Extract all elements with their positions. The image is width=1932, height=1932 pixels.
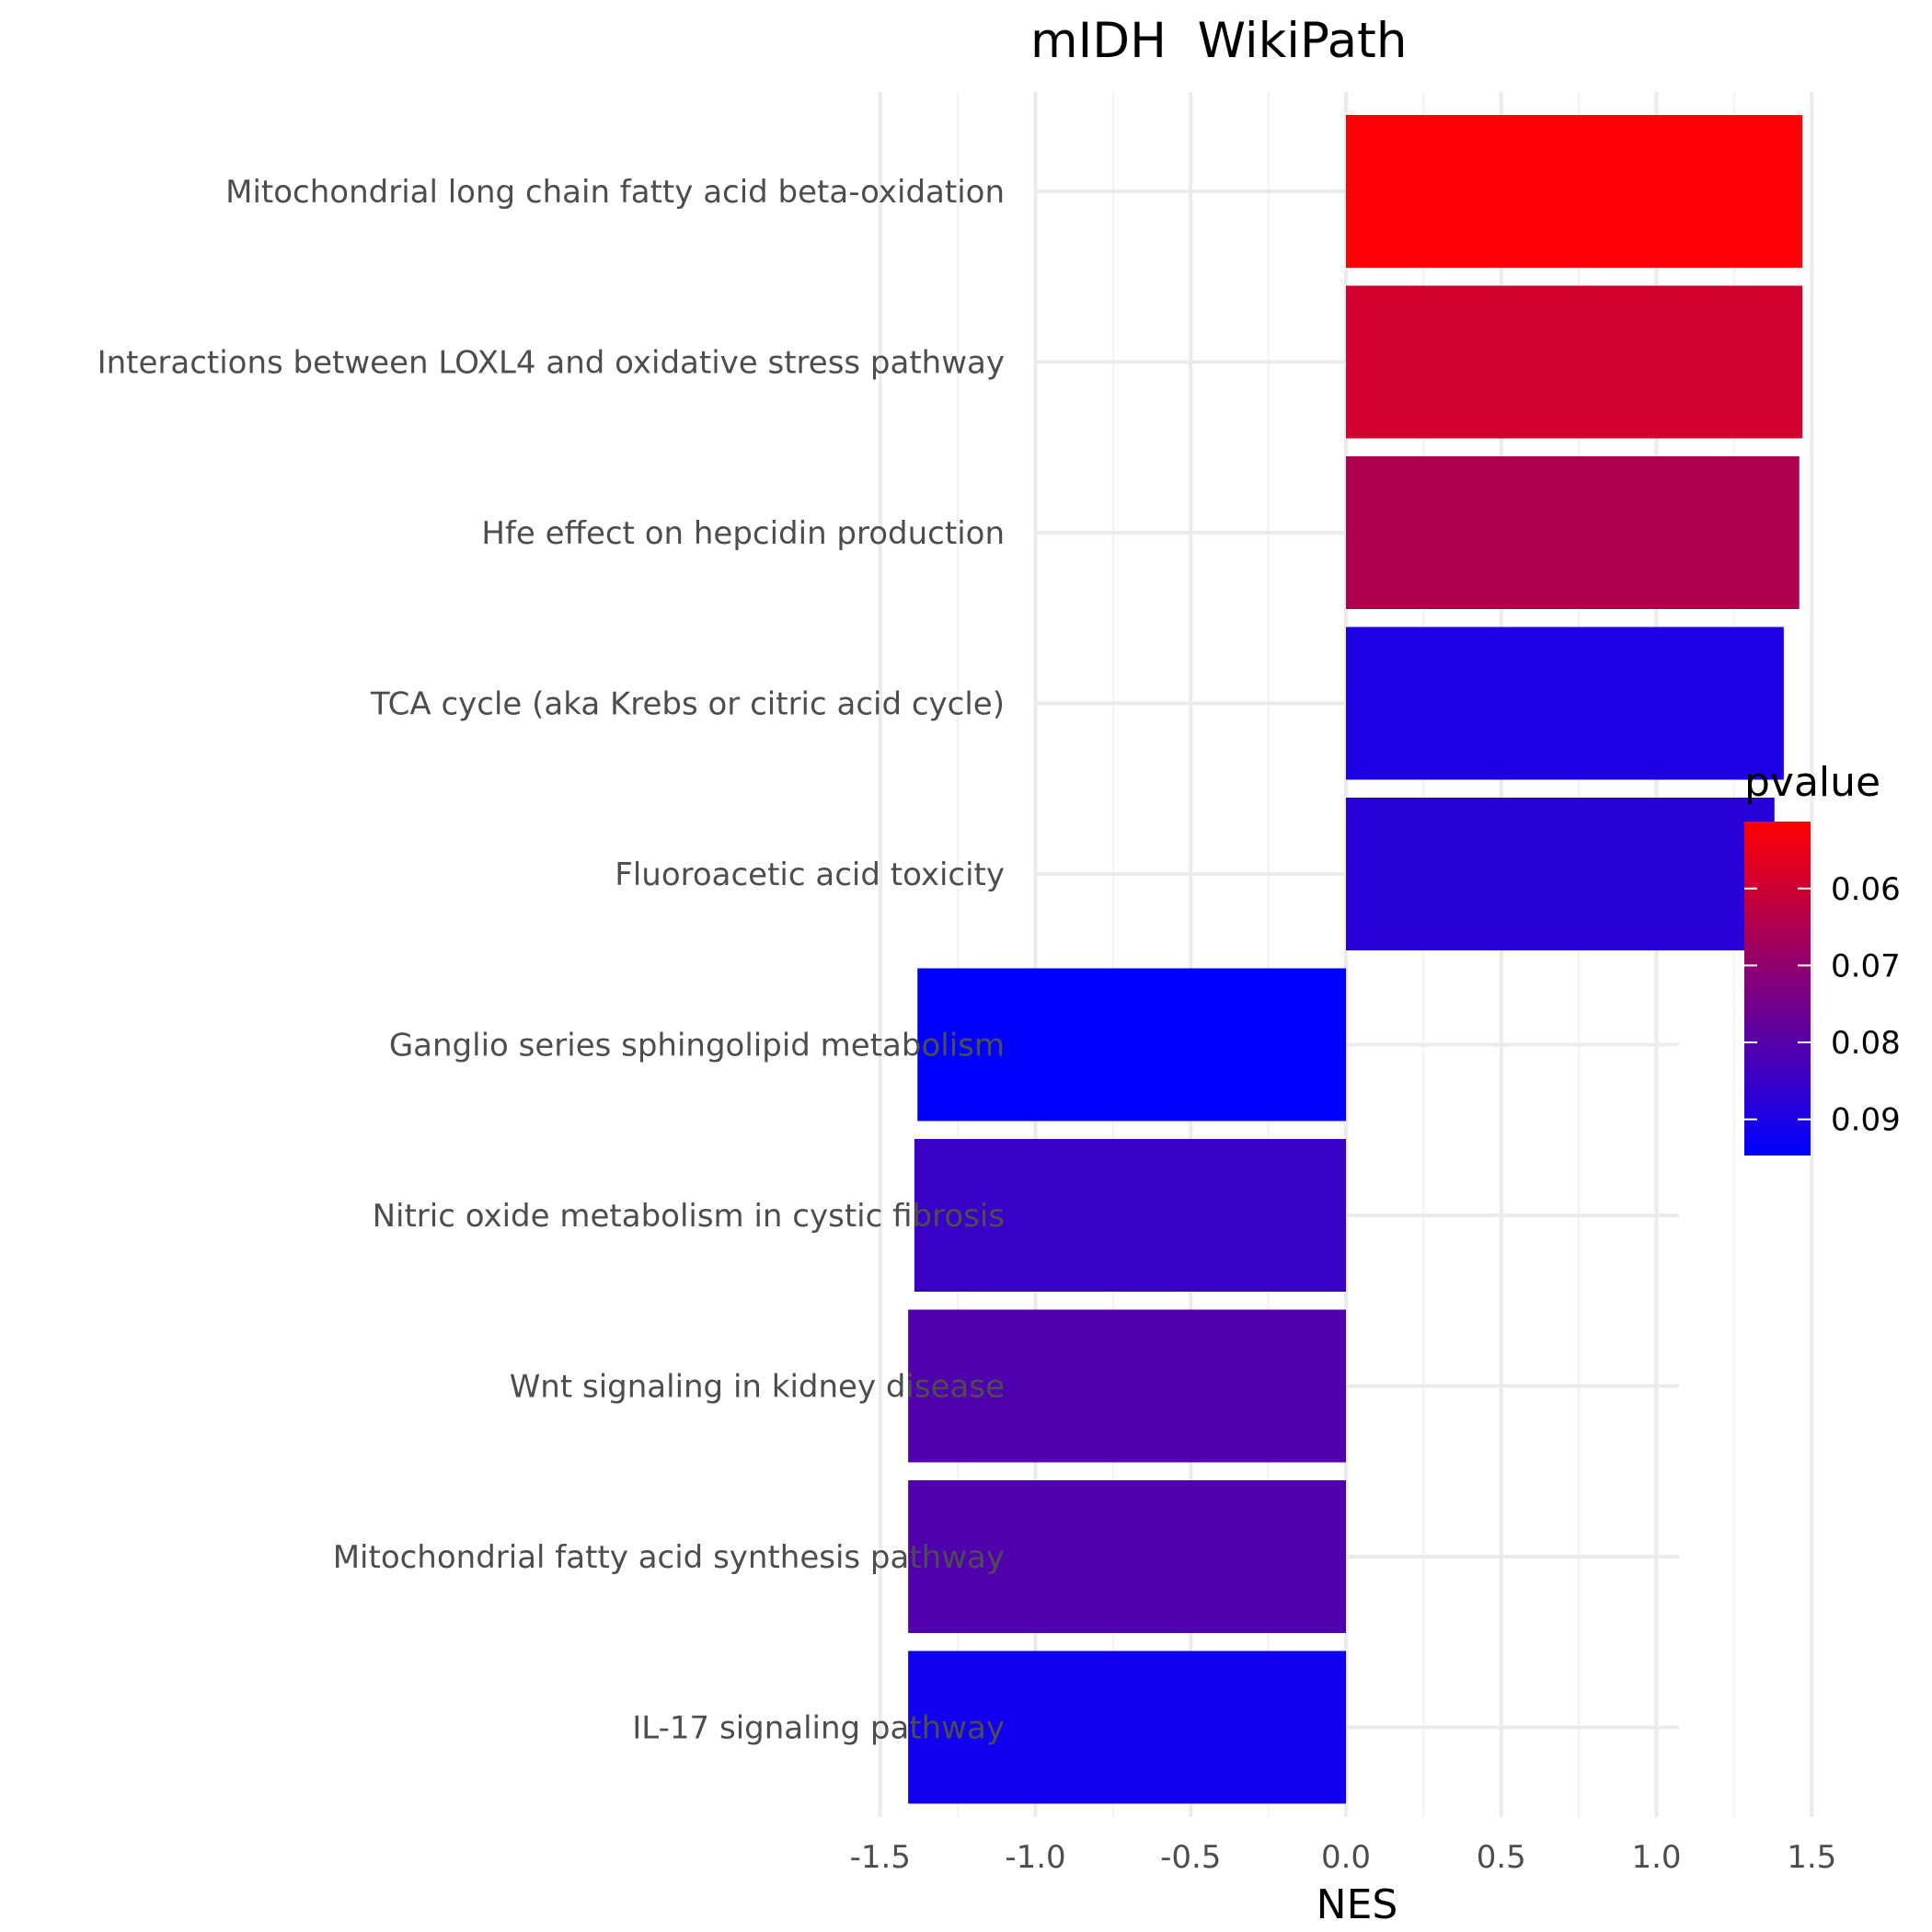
category-label: IL-17 signaling pathway [632, 1710, 1005, 1747]
category-label: Nitric oxide metabolism in cystic fibros… [373, 1198, 1005, 1235]
x-axis-title: NES [1317, 1881, 1398, 1928]
category-label: Mitochondrial long chain fatty acid beta… [225, 174, 1005, 211]
x-tick-label: 1.0 [1631, 1839, 1681, 1876]
legend-colorbar [1744, 822, 1811, 1156]
category-labels: Mitochondrial long chain fatty acid beta… [98, 174, 1005, 1747]
x-tick-label: 0.5 [1477, 1839, 1526, 1876]
category-label: Hfe effect on hepcidin production [481, 515, 1005, 552]
legend-label: 0.07 [1831, 948, 1901, 984]
x-tick-labels: -1.5 -1.0 -0.5 0.0 0.5 1.0 1.5 [850, 1839, 1837, 1876]
legend-title: pvalue [1744, 759, 1880, 806]
bar-7 [908, 1309, 1346, 1463]
category-label: Mitochondrial fatty acid synthesis pathw… [333, 1539, 1005, 1576]
bar-1 [1346, 285, 1803, 439]
legend: pvalue 0.06 0.07 0.08 0.09 [1744, 759, 1901, 1156]
bar-6 [914, 1139, 1346, 1292]
legend-label: 0.09 [1831, 1102, 1901, 1139]
bar-9 [908, 1650, 1346, 1804]
chart-title: mIDH WikiPath [1030, 13, 1407, 69]
bar-0 [1346, 115, 1803, 268]
x-tick-label: -1.5 [850, 1839, 911, 1876]
category-label: Ganglio series sphingolipid metabolism [389, 1028, 1005, 1064]
legend-label: 0.08 [1831, 1025, 1901, 1062]
bar-3 [1346, 627, 1784, 780]
bar-2 [1346, 456, 1800, 609]
legend-label: 0.06 [1831, 871, 1901, 908]
x-tick-label: 1.5 [1787, 1839, 1836, 1876]
bar-4 [1346, 798, 1775, 950]
bars [908, 115, 1803, 1804]
x-tick-label: -0.5 [1160, 1839, 1221, 1876]
category-label: Wnt signaling in kidney disease [510, 1369, 1005, 1406]
x-tick-label: 0.0 [1321, 1839, 1371, 1876]
category-label: Interactions between LOXL4 and oxidative… [98, 345, 1005, 382]
bar-5 [917, 968, 1346, 1121]
x-tick-label: -1.0 [1005, 1839, 1065, 1876]
bar-8 [908, 1480, 1346, 1633]
category-label: Fluoroacetic acid toxicity [615, 857, 1005, 893]
category-label: TCA cycle (aka Krebs or citric acid cycl… [370, 686, 1005, 723]
